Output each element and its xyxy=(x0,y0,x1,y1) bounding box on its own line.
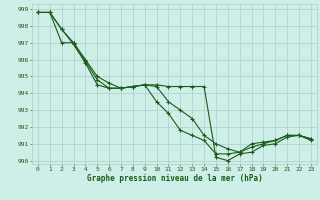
X-axis label: Graphe pression niveau de la mer (hPa): Graphe pression niveau de la mer (hPa) xyxy=(86,174,262,183)
